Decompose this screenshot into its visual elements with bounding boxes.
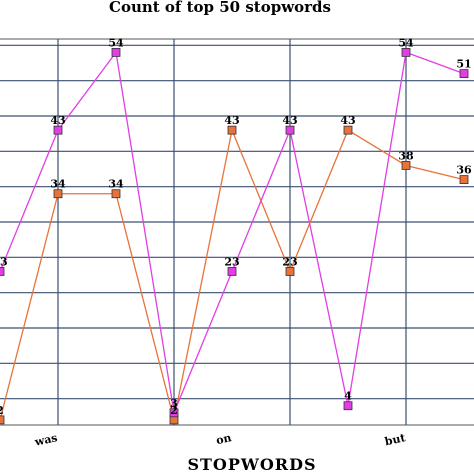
plot-area	[0, 38, 474, 426]
data-point	[343, 401, 353, 411]
data-point	[53, 189, 63, 199]
x-tick-label: but	[384, 431, 408, 448]
data-point	[459, 69, 469, 78]
data-label: 43	[50, 114, 65, 127]
data-label: 2	[170, 404, 178, 417]
data-label: 23	[224, 255, 239, 268]
data-points	[0, 48, 469, 425]
data-point	[459, 175, 469, 185]
data-point	[111, 189, 121, 199]
data-label: 51	[456, 58, 471, 71]
data-label: 4	[344, 390, 352, 403]
data-label: 38	[398, 149, 414, 162]
data-point	[227, 125, 237, 135]
data-label: 43	[340, 114, 355, 127]
data-label: 3	[170, 397, 178, 410]
grid	[0, 39, 474, 425]
data-point	[0, 415, 5, 425]
data-labels: 23434243234338362343543234345451	[0, 36, 472, 416]
data-label: 43	[282, 114, 297, 127]
data-point	[343, 125, 353, 135]
x-tick-label: on	[215, 431, 233, 447]
data-point	[401, 161, 411, 170]
data-label: 23	[282, 255, 297, 268]
x-tick-labels: was on but	[33, 431, 408, 449]
data-point	[53, 125, 63, 135]
data-point	[401, 48, 411, 57]
data-point	[285, 125, 295, 135]
data-point	[169, 408, 179, 418]
data-point	[227, 267, 237, 276]
data-label: 23	[0, 255, 8, 268]
chart-title: Count of top 50 stopwords	[109, 0, 331, 16]
data-label: 43	[224, 114, 239, 127]
data-label: 54	[108, 36, 124, 49]
x-tick-label: was	[33, 431, 59, 449]
data-label: 34	[50, 178, 66, 191]
data-label: 54	[398, 36, 414, 49]
data-label: 34	[108, 178, 124, 191]
data-point	[0, 267, 5, 276]
data-label: 2	[0, 404, 4, 417]
data-label: 36	[456, 164, 472, 177]
x-axis-label: STOPWORDS	[187, 455, 316, 474]
data-point	[285, 267, 295, 276]
data-point	[111, 48, 121, 57]
